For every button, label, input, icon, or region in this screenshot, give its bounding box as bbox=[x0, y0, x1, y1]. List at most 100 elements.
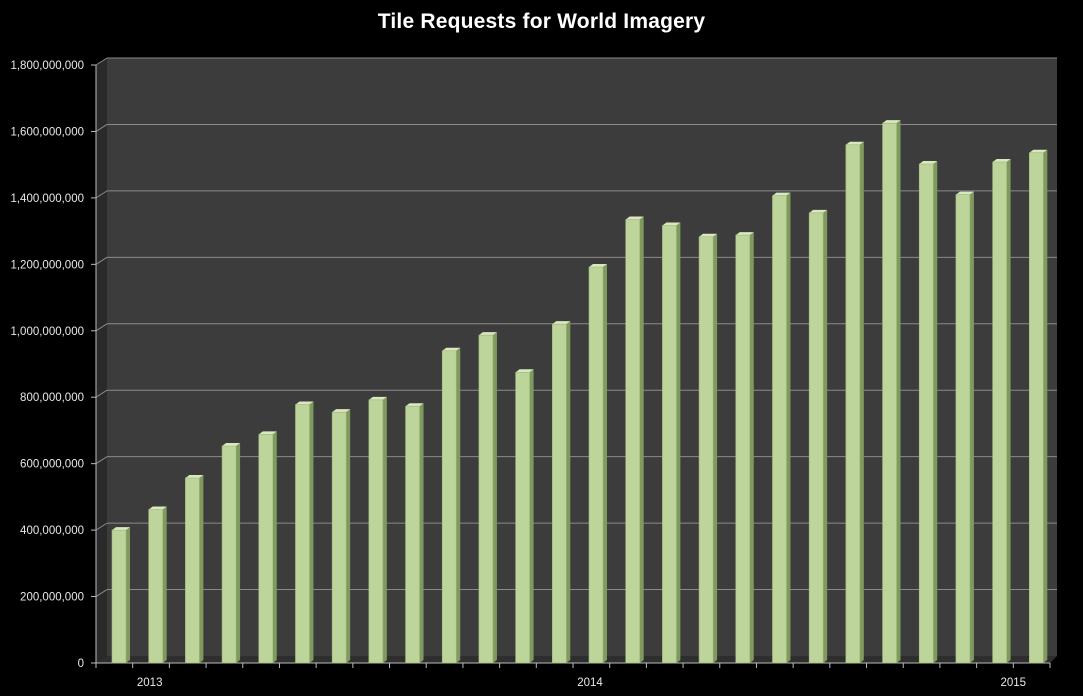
bar-front-face bbox=[368, 399, 384, 664]
bar-front-face bbox=[698, 236, 714, 664]
gridline-depth bbox=[95, 389, 108, 398]
bar-top-face bbox=[845, 141, 864, 145]
y-tick-label: 800,000,000 bbox=[20, 392, 84, 404]
bar-front-face bbox=[185, 477, 200, 664]
bar-side-face bbox=[859, 141, 864, 663]
bar-side-face bbox=[823, 209, 828, 664]
bar-top-face bbox=[515, 369, 534, 373]
bar-front-face bbox=[258, 434, 274, 664]
bar-front-face bbox=[992, 161, 1007, 664]
gridline-depth bbox=[95, 589, 108, 597]
y-tick-label: 400,000,000 bbox=[20, 525, 84, 537]
gridline-depth bbox=[95, 522, 108, 531]
bar-side-face bbox=[529, 369, 534, 663]
bar-top-face bbox=[955, 191, 974, 195]
bar bbox=[588, 263, 607, 664]
bar-side-face bbox=[126, 527, 130, 663]
gridline-depth bbox=[95, 323, 108, 332]
bar-top-face bbox=[368, 396, 387, 400]
bar bbox=[955, 191, 974, 664]
bar-side-face bbox=[272, 431, 277, 663]
bar-front-face bbox=[111, 529, 127, 664]
y-tick-label: 200,000,000 bbox=[20, 592, 84, 604]
bar-top-face bbox=[258, 431, 277, 435]
bar bbox=[552, 321, 571, 664]
bar-top-face bbox=[478, 332, 497, 336]
bar bbox=[478, 332, 497, 664]
bar bbox=[1029, 149, 1048, 664]
bar-top-face bbox=[699, 233, 718, 237]
y-tick-label: 1,000,000,000 bbox=[10, 326, 84, 338]
bar-side-face bbox=[419, 403, 424, 663]
y-tick-label: 600,000,000 bbox=[20, 459, 84, 471]
bar-front-face bbox=[882, 122, 897, 664]
bar-side-face bbox=[603, 263, 607, 663]
bar bbox=[368, 396, 387, 664]
plot-area-floor bbox=[96, 656, 1057, 663]
bar-front-face bbox=[1029, 152, 1044, 664]
bar-front-face bbox=[588, 266, 604, 664]
bar-front-face bbox=[221, 445, 237, 664]
bar bbox=[221, 443, 241, 664]
bar-top-face bbox=[442, 347, 461, 351]
bar bbox=[295, 401, 314, 664]
y-tick-label: 1,200,000,000 bbox=[10, 259, 84, 271]
gridline-depth bbox=[95, 256, 108, 265]
bar-side-face bbox=[676, 222, 681, 664]
bar bbox=[698, 233, 718, 664]
bar-side-face bbox=[492, 332, 497, 663]
bar-top-face bbox=[589, 263, 607, 267]
bar-front-face bbox=[918, 163, 934, 664]
y-tick-label: 1,600,000,000 bbox=[10, 126, 84, 138]
bar-side-face bbox=[199, 474, 204, 663]
chart-title: Tile Requests for World Imagery bbox=[377, 10, 706, 33]
bar-front-face bbox=[772, 195, 787, 664]
x-year-label: 2013 bbox=[137, 677, 163, 689]
bar-top-face bbox=[295, 401, 314, 405]
bar-side-face bbox=[162, 506, 167, 663]
bar-front-face bbox=[845, 144, 861, 664]
bar-top-face bbox=[148, 506, 167, 510]
bar-front-face bbox=[295, 404, 310, 664]
bar-side-face bbox=[456, 347, 461, 663]
bar-front-face bbox=[405, 405, 420, 664]
bar-top-face bbox=[625, 216, 644, 220]
bar-top-face bbox=[809, 209, 828, 213]
bar-side-face bbox=[346, 409, 351, 663]
bar bbox=[258, 431, 277, 664]
bar-top-face bbox=[772, 192, 791, 196]
bar-side-face bbox=[969, 191, 974, 664]
bar-front-face bbox=[662, 225, 677, 664]
bar-front-face bbox=[552, 323, 567, 664]
bar-side-face bbox=[786, 192, 791, 663]
gridline-depth bbox=[95, 456, 108, 465]
bar bbox=[331, 409, 351, 664]
bar bbox=[148, 506, 167, 664]
bar-top-face bbox=[992, 159, 1011, 163]
bar-side-face bbox=[566, 321, 571, 663]
bar-front-face bbox=[735, 234, 751, 664]
gridline-depth bbox=[95, 57, 108, 66]
bar-front-face bbox=[331, 411, 347, 664]
bar-side-face bbox=[933, 161, 938, 663]
bar-side-face bbox=[382, 396, 387, 663]
bar bbox=[441, 347, 461, 664]
x-year-label: 2014 bbox=[577, 677, 603, 689]
gridline-depth bbox=[95, 190, 108, 199]
y-tick-label: 1,800,000,000 bbox=[10, 60, 84, 72]
bar bbox=[111, 527, 130, 664]
y-tick-label: 1,400,000,000 bbox=[10, 193, 84, 205]
gridline-depth bbox=[95, 124, 108, 132]
bar-front-face bbox=[808, 212, 824, 664]
bar bbox=[882, 120, 901, 664]
bar bbox=[918, 161, 938, 664]
bar-top-face bbox=[185, 474, 204, 478]
bar bbox=[405, 403, 424, 664]
bar bbox=[808, 209, 828, 664]
bar-front-face bbox=[441, 350, 457, 664]
bar-front-face bbox=[478, 334, 494, 664]
bar-side-face bbox=[1043, 149, 1048, 663]
bar-front-face bbox=[148, 509, 163, 664]
bar bbox=[772, 192, 791, 664]
